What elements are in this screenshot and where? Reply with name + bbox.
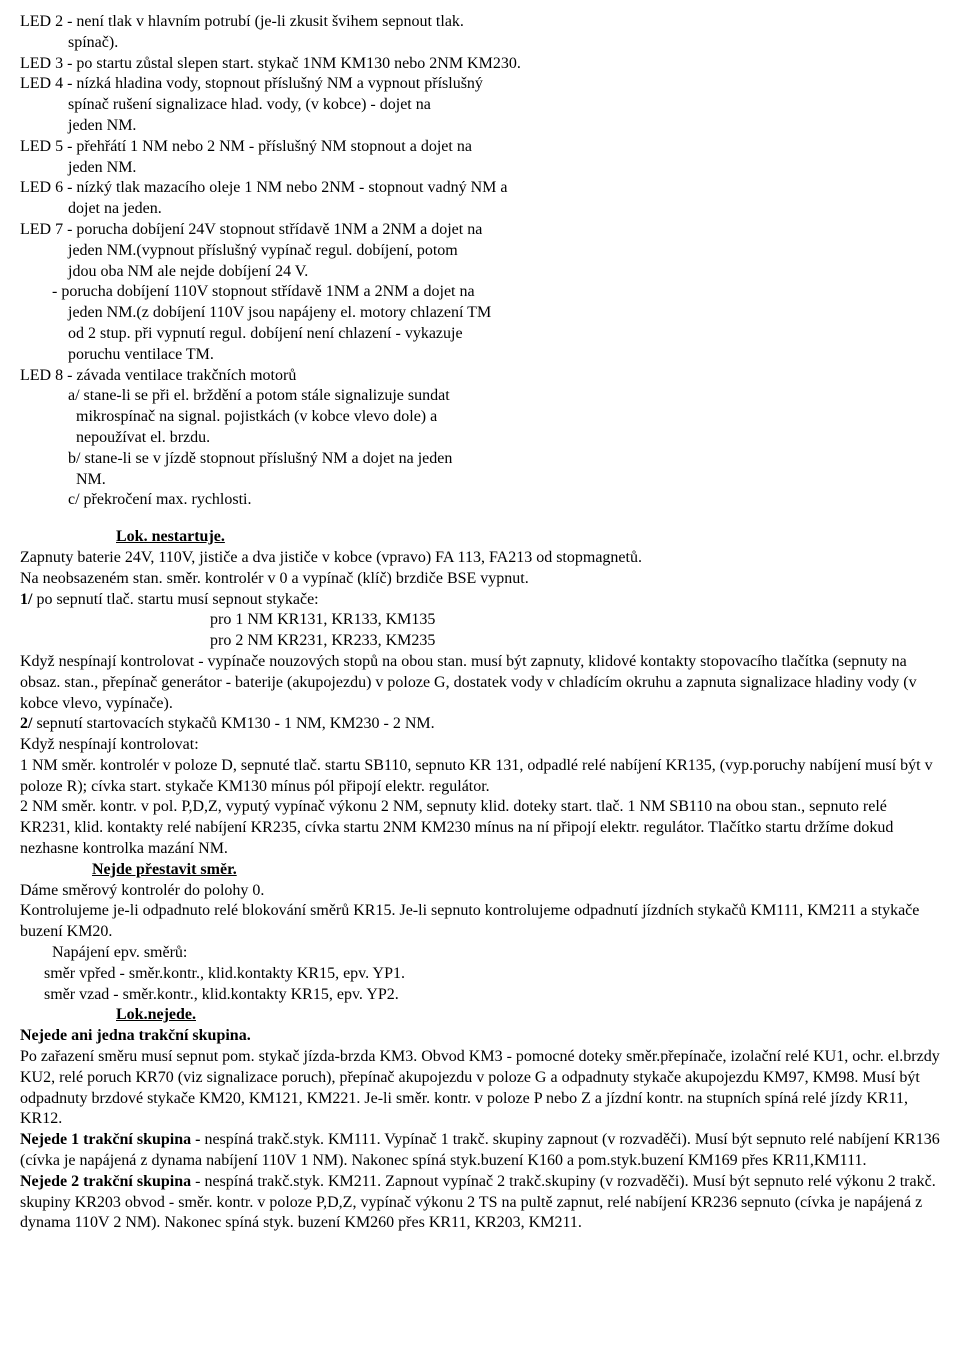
p3-l2: Po zařazení směru musí sepnut pom. styka… xyxy=(20,1047,940,1130)
p1-l4: Když nespínají kontrolovat - vypínače no… xyxy=(20,652,940,714)
led7-line3: jdou oba NM ale nejde dobíjení 24 V. xyxy=(20,262,940,283)
led7-line7: poruchu ventilace TM. xyxy=(20,345,940,366)
p1-l6: Když nespínají kontrolovat: xyxy=(20,735,940,756)
p1-l7: 1 NM směr. kontrolér v poloze D, sepnuté… xyxy=(20,756,940,798)
p1-l3-text: po sepnutí tlač. startu musí sepnout sty… xyxy=(32,591,318,608)
led4-line3: jeden NM. xyxy=(20,116,940,137)
led7-line4: - porucha dobíjení 110V stopnout střídav… xyxy=(20,282,940,303)
p2-l1: Dáme směrový kontrolér do polohy 0. xyxy=(20,881,940,902)
p3-l3-head: Nejede 1 trakční skupina - xyxy=(20,1131,200,1148)
led8-a3: nepoužívat el. brzdu. xyxy=(20,428,940,449)
led8-c1: c/ překročení max. rychlosti. xyxy=(20,490,940,511)
p1-l2: Na neobsazeném stan. směr. kontrolér v 0… xyxy=(20,569,940,590)
led6-line2: dojet na jeden. xyxy=(20,199,940,220)
p3-l3: Nejede 1 trakční skupina - nespíná trakč… xyxy=(20,1130,940,1172)
p1-l5-text: sepnutí startovacích stykačů KM130 - 1 N… xyxy=(32,715,434,732)
p3-l4: Nejede 2 trakční skupina - nespíná trakč… xyxy=(20,1172,940,1234)
led8-b2: NM. xyxy=(20,470,940,491)
p1-l5-num: 2/ xyxy=(20,715,32,732)
led5-line1: LED 5 - přehřátí 1 NM nebo 2 NM - příslu… xyxy=(20,137,940,158)
led6-line1: LED 6 - nízký tlak mazacího oleje 1 NM n… xyxy=(20,178,940,199)
p1-l8: 2 NM směr. kontr. v pol. P,D,Z, vyputý v… xyxy=(20,797,940,859)
pro1-row: pro 1 NM KR131, KR133, KM135 xyxy=(20,610,940,631)
p2-l5: směr vzad - směr.kontr., klid.kontakty K… xyxy=(20,985,940,1006)
led5-line2: jeden NM. xyxy=(20,158,940,179)
pro2-row: pro 2 NM KR231, KR233, KM235 xyxy=(20,631,940,652)
led7-line5: jeden NM.(z dobíjení 110V jsou napájeny … xyxy=(20,303,940,324)
led8-a1: a/ stane-li se při el. brždění a potom s… xyxy=(20,386,940,407)
p2-l3: Napájení epv. směrů: xyxy=(20,943,940,964)
led8-b1: b/ stane-li se v jízdě stopnout příslušn… xyxy=(20,449,940,470)
heading-lok-nestartuje: Lok. nestartuje. xyxy=(20,527,940,548)
led2-line1: LED 2 - není tlak v hlavním potrubí (je-… xyxy=(20,12,940,33)
led7-line1: LED 7 - porucha dobíjení 24V stopnout st… xyxy=(20,220,940,241)
led7-line2: jeden NM.(vypnout příslušný vypínač regu… xyxy=(20,241,940,262)
p1-l1: Zapnuty baterie 24V, 110V, jističe a dva… xyxy=(20,548,940,569)
p1-l3-num: 1/ xyxy=(20,591,32,608)
p3-l4-head: Nejede 2 trakční skupina xyxy=(20,1173,191,1190)
p1-l5: 2/ sepnutí startovacích stykačů KM130 - … xyxy=(20,714,940,735)
p1-l3: 1/ po sepnutí tlač. startu musí sepnout … xyxy=(20,590,940,611)
spacer xyxy=(20,511,940,527)
led8-a2: mikrospínač na signal. pojistkách (v kob… xyxy=(20,407,940,428)
p2-l4: směr vpřed - směr.kontr., klid.kontakty … xyxy=(20,964,940,985)
led7-line6: od 2 stup. při vypnutí regul. dobíjení n… xyxy=(20,324,940,345)
led2-line2: spínač). xyxy=(20,33,940,54)
heading-lok-nejede: Lok.nejede. xyxy=(20,1005,940,1026)
led8-line1: LED 8 - závada ventilace trakčních motor… xyxy=(20,366,940,387)
led4-line1: LED 4 - nízká hladina vody, stopnout pří… xyxy=(20,74,940,95)
p2-l2: Kontrolujeme je-li odpadnuto relé blokov… xyxy=(20,901,940,943)
document-body: LED 2 - není tlak v hlavním potrubí (je-… xyxy=(20,12,940,1234)
led4-line2: spínač rušení signalizace hlad. vody, (v… xyxy=(20,95,940,116)
led3-line: LED 3 - po startu zůstal slepen start. s… xyxy=(20,54,940,75)
heading-nejde-prestavit: Nejde přestavit směr. xyxy=(20,860,940,881)
p3-l1: Nejede ani jedna trakční skupina. xyxy=(20,1026,940,1047)
